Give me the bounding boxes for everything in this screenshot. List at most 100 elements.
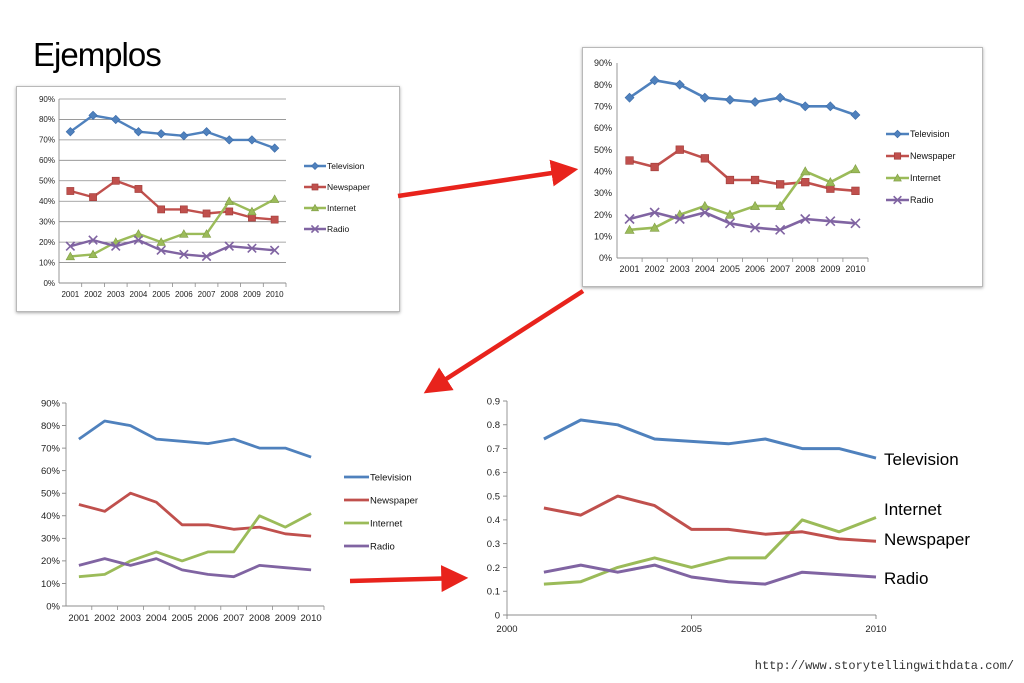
- x-tick-label: 2009: [820, 264, 840, 274]
- chart-no-gridlines: 0% 10% 20% 30% 40% 50% 60% 70% 80% 90% 2001 2002 200…: [594, 58, 956, 274]
- radio-point: [800, 213, 811, 225]
- y-tick-label: 60%: [39, 156, 55, 165]
- chart-no-markers: 0% 10% 20% 30% 40% 50% 60% 70% 80% 90% 2001 2002 200…: [41, 398, 418, 624]
- internet-point: [624, 224, 635, 234]
- y-tick-label: 50%: [41, 489, 61, 500]
- internet-point: [88, 249, 98, 259]
- television-point: [649, 75, 660, 86]
- source-url: http://www.storytellingwithdata.com/: [754, 659, 1014, 673]
- legend-label-newspaper: Newspaper: [327, 182, 370, 192]
- series-internet: [78, 512, 312, 579]
- series-newspaper: [625, 145, 860, 195]
- x-tick-label: 2010: [865, 624, 886, 635]
- x-tick-label: 2005: [152, 290, 170, 299]
- y-tick-label: 80%: [39, 115, 55, 124]
- radio-point: [850, 218, 861, 229]
- x-tick-label: 2001: [68, 613, 89, 624]
- legend-newspaper-point: [311, 183, 319, 191]
- y-tick-label: 0%: [43, 279, 55, 288]
- internet-point: [775, 200, 786, 210]
- x-tick-label: 2003: [107, 290, 125, 299]
- radio-point: [674, 213, 685, 225]
- radio-point: [624, 213, 635, 225]
- line-label-internet: Internet: [884, 500, 942, 519]
- television-point: [224, 135, 234, 145]
- television-point: [825, 101, 836, 112]
- y-tick-label: 50%: [39, 177, 55, 186]
- series-newspaper: [78, 491, 312, 538]
- internet-point: [649, 222, 660, 232]
- television-point: [270, 143, 280, 153]
- television-point: [111, 114, 121, 125]
- x-tick-label: 2007: [198, 290, 216, 299]
- x-tick-label: 2008: [249, 613, 270, 624]
- internet-point: [825, 177, 836, 187]
- x-tick-label: 2006: [175, 290, 193, 299]
- television-point: [179, 131, 189, 141]
- internet-point: [179, 229, 189, 238]
- legend-newspaper-point: [893, 152, 902, 160]
- internet-point: [699, 200, 710, 210]
- x-tick-label: 2008: [795, 264, 815, 274]
- internet-point: [269, 194, 280, 203]
- y-tick-label: 70%: [594, 101, 612, 111]
- newspaper-point: [625, 156, 634, 165]
- series-line-radio: [70, 238, 275, 258]
- x-tick-label: 2010: [301, 613, 322, 624]
- television-point: [750, 97, 760, 107]
- y-tick-label: 0: [495, 610, 500, 621]
- radio-point: [775, 224, 786, 235]
- y-tick-label: 70%: [39, 136, 55, 145]
- series-radio: [65, 235, 280, 262]
- internet-point: [800, 166, 811, 176]
- y-tick-label: 60%: [41, 466, 61, 477]
- y-tick-label: 0.7: [487, 444, 500, 455]
- chart-original: 0% 10% 20% 30% 40% 50% 60% 70% 80% 90% 2001 2002 200…: [39, 95, 370, 299]
- page-title: Ejemplos: [33, 36, 162, 73]
- radio-point: [65, 241, 76, 251]
- television-point: [699, 92, 710, 103]
- television-point: [674, 79, 685, 90]
- series-newspaper: [66, 176, 279, 224]
- radio-point: [269, 245, 280, 256]
- x-tick-label: 2007: [223, 613, 244, 624]
- legend-label-television: Television: [910, 129, 950, 139]
- y-tick-label: 10%: [39, 258, 55, 267]
- x-tick-label: 2005: [720, 264, 740, 274]
- x-tick-label: 2000: [496, 624, 517, 635]
- y-tick-label: 40%: [594, 166, 612, 176]
- chart-direct-labels: 0 0.1 0.2 0.3 0.4 0.5 0.6 0.7 0.8 0.9 2000 2005 2010…: [487, 396, 971, 635]
- series-line-television: [628, 78, 856, 117]
- newspaper-point: [776, 180, 785, 189]
- y-tick-label: 0.8: [487, 420, 500, 431]
- y-tick-label: 0.4: [487, 515, 500, 526]
- radio-point: [649, 207, 660, 218]
- x-tick-label: 2007: [770, 264, 790, 274]
- newspaper-point: [851, 186, 860, 195]
- y-tick-label: 30%: [594, 188, 612, 198]
- internet-point: [750, 200, 761, 210]
- y-tick-label: 20%: [594, 210, 612, 220]
- line-label-radio: Radio: [884, 569, 928, 588]
- arrow-right-icon: [349, 565, 469, 593]
- newspaper-point: [725, 175, 735, 185]
- y-tick-label: 70%: [41, 443, 61, 454]
- newspaper-point: [66, 187, 75, 195]
- legend-internet-point: [893, 173, 902, 182]
- x-tick-label: 2004: [130, 290, 148, 299]
- y-tick-label: 50%: [594, 145, 612, 155]
- series-line-television: [69, 114, 276, 150]
- y-tick-label: 30%: [41, 534, 61, 545]
- y-tick-label: 30%: [39, 217, 55, 226]
- series-line-internet: [629, 168, 857, 232]
- television-point: [624, 92, 635, 103]
- legend-label-internet: Internet: [910, 173, 941, 183]
- series-radio: [624, 207, 861, 235]
- y-tick-label: 80%: [41, 421, 61, 432]
- series-line-newspaper: [78, 491, 312, 538]
- radio-point: [749, 222, 761, 233]
- newspaper-point: [225, 207, 234, 216]
- series-television: [65, 110, 280, 153]
- television-point: [156, 129, 166, 139]
- series-line-television: [543, 418, 877, 460]
